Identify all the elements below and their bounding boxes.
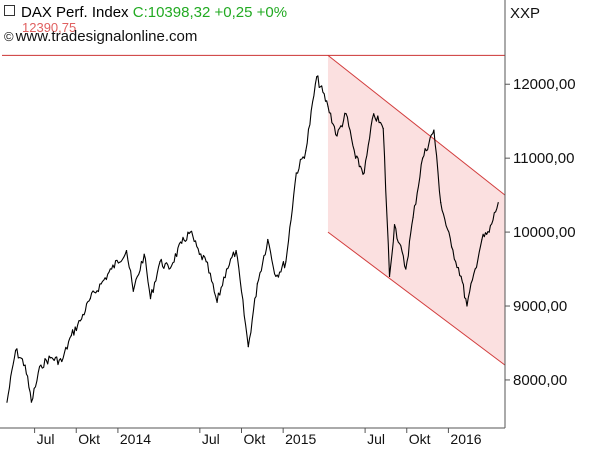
price-point: [189, 231, 191, 233]
y-tick-label: 9000,00: [513, 298, 567, 315]
price-point: [159, 261, 161, 263]
reference-value-label: 12390,75: [22, 20, 77, 35]
price-point: [143, 253, 145, 255]
y-tick-label: 12000,00: [513, 76, 576, 93]
price-point: [460, 275, 462, 278]
price-point: [168, 268, 170, 270]
close-value: C:10398,32 +0,25 +0%: [132, 4, 288, 21]
price-point: [14, 349, 17, 351]
price-point: [488, 231, 490, 233]
price-point: [110, 268, 113, 270]
price-point: [256, 283, 258, 285]
y-axis-ticks: 8000,00 9000,00 10000,00 11000,00 12000,00: [505, 76, 576, 389]
price-point: [345, 113, 347, 115]
price-point: [336, 135, 338, 137]
price-point: [450, 246, 453, 248]
copyright-icon: ©: [4, 29, 14, 44]
price-point: [216, 301, 218, 303]
price-series: [6, 75, 499, 403]
chart-header: DAX Perf. Index C:10398,32 +0,25 +0%: [4, 4, 287, 22]
price-point: [6, 401, 8, 403]
x-tick-label: 2016: [450, 431, 481, 447]
price-point: [61, 360, 63, 363]
price-point: [132, 290, 134, 292]
channel-upper-line: [327, 54, 506, 196]
price-point: [247, 346, 249, 348]
price-point: [24, 364, 26, 366]
price-point: [181, 242, 183, 244]
price-point: [354, 157, 357, 159]
chart-axes: [0, 0, 506, 429]
y-tick-label: 8000,00: [513, 372, 567, 389]
watermark: © www.tradesignalonline.com: [4, 28, 197, 46]
y-tick-label: 11000,00: [513, 150, 574, 167]
price-point: [89, 298, 91, 300]
x-axis-ticks: Jul Okt 2014 Jul Okt 2015 Jul Okt 2016: [34, 428, 482, 447]
index-name: DAX Perf. Index: [21, 4, 129, 21]
price-point: [412, 216, 414, 218]
price-point: [433, 129, 435, 131]
price-point: [363, 172, 365, 174]
price-point: [393, 224, 396, 226]
price-point: [440, 201, 442, 204]
price-point: [373, 113, 375, 115]
price-point: [125, 249, 128, 252]
x-tick-label: 2014: [120, 431, 151, 447]
series-toggle-box-icon[interactable]: [4, 5, 15, 16]
x-tick-label: Jul: [367, 431, 385, 447]
price-point: [49, 357, 52, 359]
price-point: [388, 275, 391, 278]
price-point: [198, 253, 200, 255]
x-tick-label: Jul: [202, 431, 220, 447]
scale-label: XXP: [510, 5, 541, 22]
price-point: [474, 268, 476, 270]
price-line: [6, 75, 499, 403]
price-point: [327, 105, 329, 108]
x-tick-label: Okt: [244, 431, 266, 447]
y-tick-label: 10000,00: [513, 224, 576, 241]
x-tick-label: Okt: [409, 431, 431, 447]
x-tick-label: Okt: [78, 431, 100, 447]
price-point: [316, 76, 318, 78]
channel-lower-line: [327, 231, 506, 366]
price-point: [295, 172, 297, 174]
trend-channel: [327, 54, 506, 366]
price-point: [70, 334, 72, 337]
price-point: [225, 268, 228, 270]
price-point: [305, 150, 307, 152]
price-point: [382, 127, 384, 130]
x-tick-label: 2015: [285, 431, 316, 447]
price-point: [40, 364, 42, 366]
watermark-text: www.tradesignalonline.com: [15, 28, 198, 45]
price-point: [79, 320, 81, 322]
price-point: [235, 249, 237, 252]
price-point: [100, 283, 102, 285]
price-point: [285, 261, 287, 263]
price-point: [30, 401, 33, 403]
price-point: [466, 305, 468, 307]
x-tick-label: Jul: [37, 431, 55, 447]
price-point: [205, 261, 207, 263]
channel-fill: [327, 55, 505, 366]
price-point: [481, 238, 483, 241]
price-point: [497, 202, 499, 204]
price-point: [267, 238, 269, 241]
price-point: [405, 268, 407, 270]
price-point: [275, 275, 277, 278]
price-point: [422, 157, 424, 159]
price-point: [149, 298, 152, 300]
